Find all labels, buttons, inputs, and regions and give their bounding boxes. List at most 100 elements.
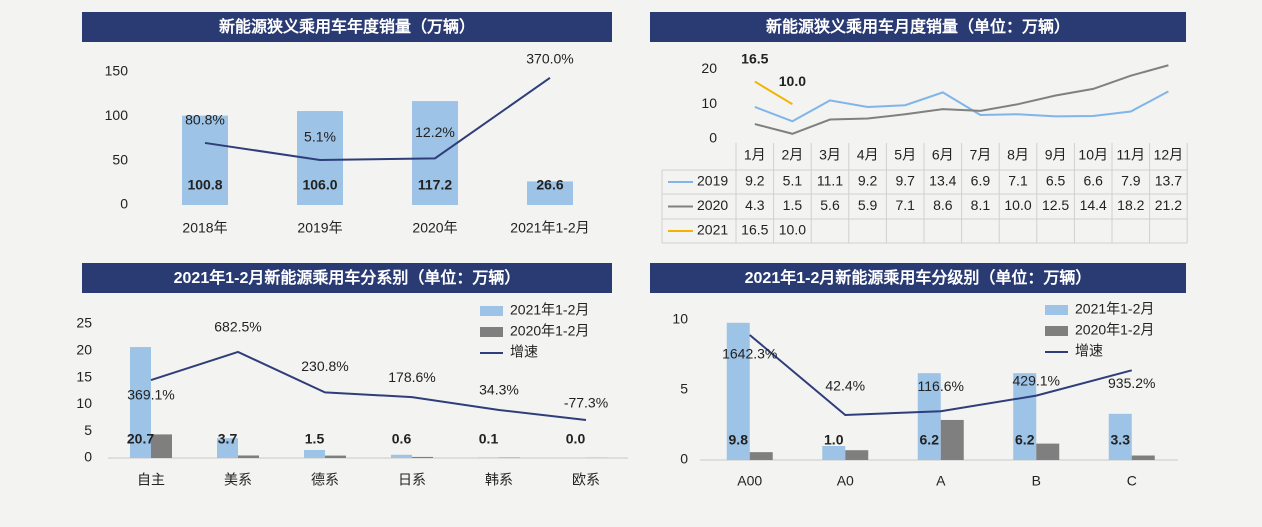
value-label: 26.6 [536,177,563,193]
table-cell: 6.9 [971,173,991,189]
bar [1036,443,1060,460]
title-bar [82,263,612,293]
bar [527,181,573,205]
x-tick-label: B [1032,473,1041,489]
bar [325,455,346,458]
legend-label: 增速 [510,344,538,360]
x-tick-label: 美系 [224,472,252,488]
y-tick-label: 20 [76,342,92,358]
month-header: 8月 [1007,147,1029,163]
bar [822,446,846,460]
line-label: -77.3% [564,395,608,411]
value-label: 3.7 [218,431,238,447]
legend-swatch [480,327,503,337]
month-header: 5月 [894,147,916,163]
y-tick-label: 10 [672,311,688,327]
y-tick-label: 100 [105,107,129,123]
table-cell: 9.7 [895,173,915,189]
y-tick-label: 5 [680,381,688,397]
table-cell: 13.7 [1155,173,1182,189]
y-tick-label: 0 [680,451,688,467]
line-label: 429.1% [1013,372,1060,388]
value-label: 0.6 [392,431,412,447]
value-label: 106.0 [302,177,337,193]
table-cell: 16.5 [741,222,768,238]
x-tick-label: A0 [837,473,854,489]
month-header: 12月 [1154,147,1184,163]
bar [845,450,869,460]
month-header: 4月 [857,147,879,163]
line-label: 178.6% [388,369,435,385]
bar [412,101,458,205]
bar [1131,455,1155,460]
growth-line [150,350,587,421]
legend-swatch [1045,326,1068,336]
value-label: 9.8 [729,432,749,448]
value-label: 10.0 [779,73,806,89]
row-label: 2019 [697,173,728,189]
title-bar [650,12,1186,42]
table-cell: 8.1 [971,197,991,213]
legend-swatch [480,306,503,316]
value-label: 16.5 [741,50,768,66]
table-cell: 5.1 [783,173,803,189]
y-tick-label: 10 [701,95,717,111]
series-line [754,80,793,106]
bar [217,438,238,458]
x-tick-label: 欧系 [572,472,600,488]
value-label: 0.0 [566,431,586,447]
bar [182,115,228,205]
x-tick-label: C [1127,473,1137,489]
table-cell: 9.2 [745,173,765,189]
x-tick-label: 自主 [137,472,165,488]
value-label: 6.2 [1015,432,1035,448]
month-header: 2月 [782,147,804,163]
y-tick-label: 0 [709,130,717,146]
table-cell: 5.6 [820,197,840,213]
series-line [754,90,1169,123]
title-bar [82,12,612,42]
bar [1013,373,1037,460]
value-label: 20.7 [127,431,154,447]
value-label: 6.2 [920,432,940,448]
line-label: 12.2% [415,124,455,140]
line-label: 935.2% [1108,375,1155,391]
table-cell: 8.6 [933,197,953,213]
line-label: 80.8% [185,112,225,128]
legend-label: 2020年1-2月 [510,323,589,339]
month-header: 1月 [744,147,766,163]
legend-label: 增速 [1075,343,1103,359]
table-cell: 6.6 [1083,173,1103,189]
line-label: 42.4% [825,378,865,394]
x-tick-label: 日系 [398,472,426,488]
table-cell: 7.9 [1121,173,1141,189]
bar [130,347,151,458]
y-tick-label: 0 [120,196,128,212]
month-header: 9月 [1045,147,1067,163]
chart-title: 新能源狭义乘用车年度销量（万辆） [219,17,475,36]
chart-title: 2021年1-2月新能源乘用车分系别（单位：万辆） [174,268,521,287]
bar [238,455,259,458]
growth-line [749,334,1133,416]
line-label: 116.6% [918,378,964,394]
month-header: 11月 [1117,147,1146,163]
month-header: 3月 [819,147,841,163]
row-label: 2021 [697,222,728,238]
x-tick-label: A00 [737,473,762,489]
x-tick-label: 2020年 [412,220,457,236]
table-cell: 9.2 [858,173,878,189]
legend-label: 2021年1-2月 [1075,301,1154,317]
legend-label: 2021年1-2月 [510,302,589,318]
legend-label: 2020年1-2月 [1075,322,1154,338]
chart-title: 2021年1-2月新能源乘用车分级别（单位：万辆） [745,268,1092,287]
value-label: 1.0 [824,432,844,448]
table-cell: 5.9 [858,197,878,213]
month-header: 10月 [1078,147,1108,163]
bar [478,457,499,458]
table-cell: 11.1 [817,173,843,189]
bar [412,456,433,458]
bar [1108,413,1132,460]
line-label: 370.0% [526,51,573,67]
line-label: 1642.3% [722,346,777,362]
line-label: 230.8% [301,358,348,374]
